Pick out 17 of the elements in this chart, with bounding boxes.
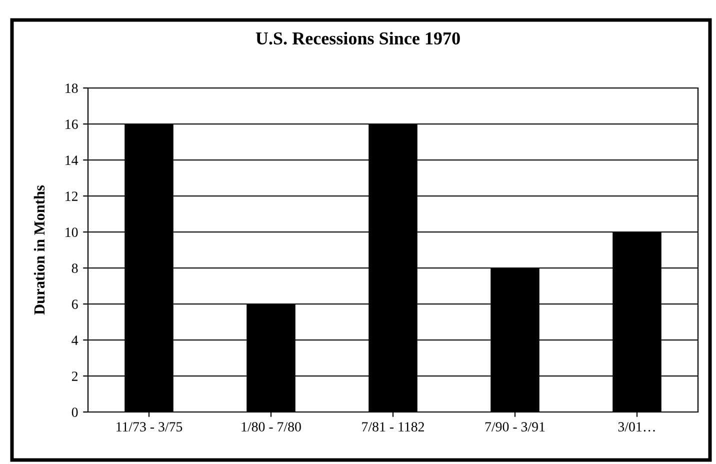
chart-title: U.S. Recessions Since 1970 [256, 32, 460, 45]
x-tick-label: 11/73 - 3/75 [116, 422, 182, 432]
x-tick-label: 7/81 - 1182 [362, 422, 424, 432]
y-tick-label: 12 [66, 192, 78, 201]
y-tick-label: 8 [72, 264, 78, 273]
x-tick-label: 1/80 - 7/80 [242, 422, 301, 432]
y-tick-label: 2 [72, 372, 78, 381]
y-tick-label: 14 [66, 156, 78, 165]
y-tick-label: 16 [66, 120, 78, 129]
x-tick-label: 3/01… [618, 422, 655, 432]
x-tick-label: 7/90 - 3/91 [485, 422, 545, 432]
y-tick-label: 0 [72, 408, 78, 417]
y-tick-label: 10 [66, 228, 78, 237]
y-axis-title: Duration in Months [34, 185, 45, 315]
y-tick-label: 6 [72, 300, 78, 309]
y-tick-label: 4 [72, 336, 78, 345]
y-tick-label: 18 [66, 84, 78, 93]
